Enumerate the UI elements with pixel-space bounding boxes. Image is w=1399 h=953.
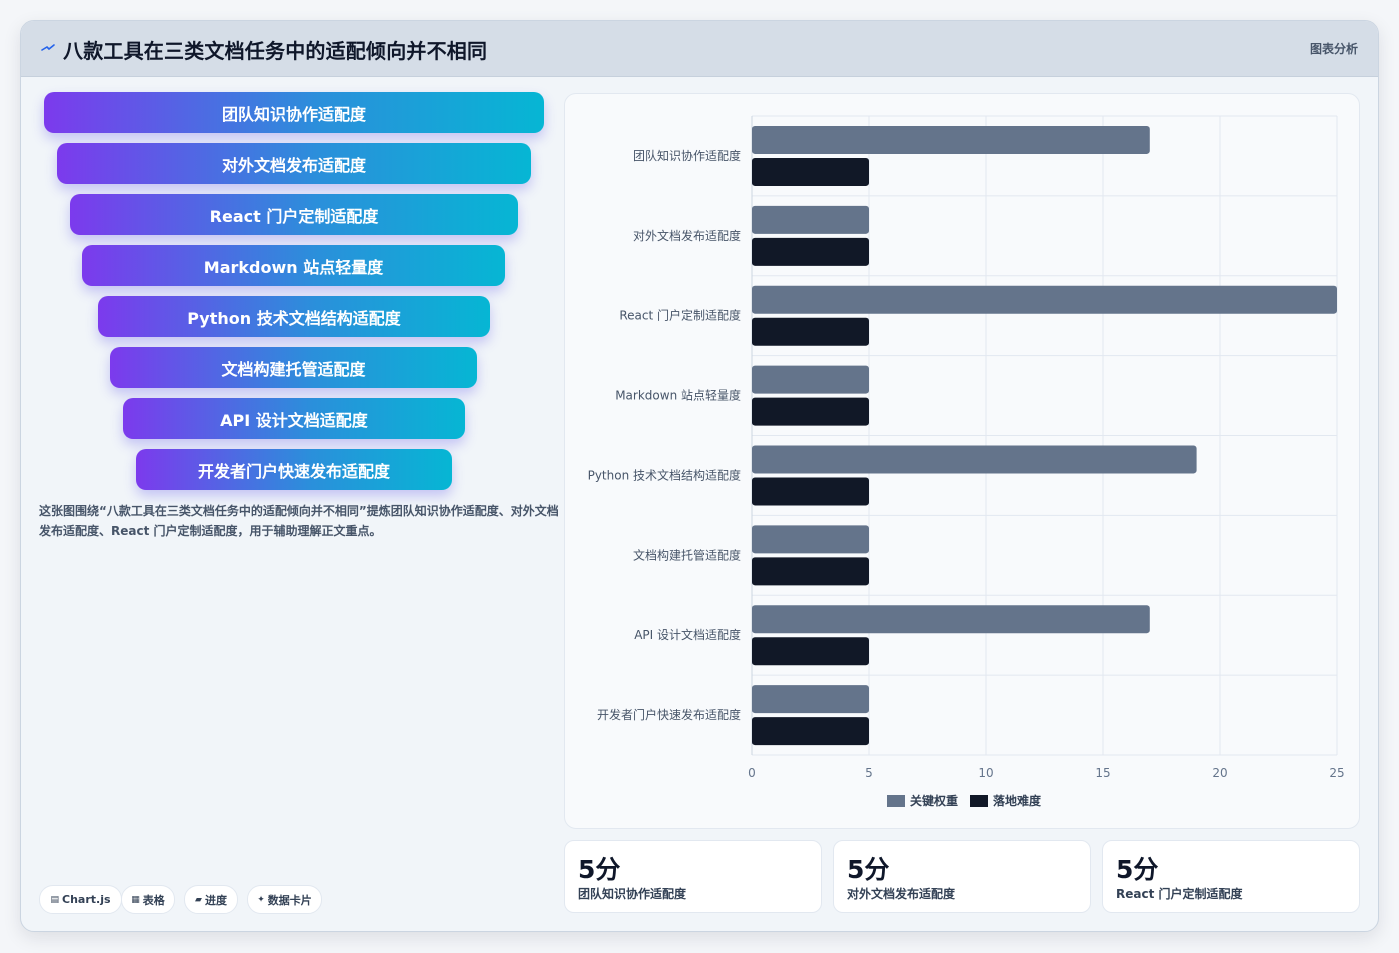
chip-label: 表格 bbox=[142, 893, 165, 907]
funnel-item: React 门户定制适配度 bbox=[70, 194, 518, 235]
legend-label: 关键权重 bbox=[910, 793, 958, 808]
bar-key-weight bbox=[752, 525, 869, 554]
table-icon: ▦ bbox=[131, 894, 140, 905]
bar-difficulty bbox=[752, 557, 869, 586]
bar-difficulty bbox=[752, 477, 869, 506]
category-label: 对外文档发布适配度 bbox=[633, 228, 741, 243]
x-tick-label: 5 bbox=[865, 766, 873, 780]
chip-label: 数据卡片 bbox=[267, 893, 312, 907]
header-bar: 八款工具在三类文档任务中的适配倾向并不相同 图表分析 bbox=[21, 21, 1378, 77]
bar-key-weight bbox=[752, 205, 869, 234]
category-label: React 门户定制适配度 bbox=[619, 308, 741, 323]
stat-label: 团队知识协作适配度 bbox=[578, 887, 687, 901]
legend-label: 落地难度 bbox=[993, 793, 1042, 808]
stat-value: 5分 bbox=[578, 855, 621, 884]
stat-card: 5分 对外文档发布适配度 bbox=[833, 840, 1091, 913]
bar-key-weight bbox=[752, 605, 1150, 634]
chip-table[interactable]: ▦ 表格 bbox=[121, 885, 175, 914]
funnel-item: 开发者门户快速发布适配度 bbox=[136, 449, 452, 490]
bar-difficulty bbox=[752, 397, 869, 426]
bar-difficulty bbox=[752, 237, 869, 266]
report-card: 八款工具在三类文档任务中的适配倾向并不相同 图表分析 团队知识协作适配度 对外文… bbox=[20, 20, 1379, 932]
stat-card: 5分 团队知识协作适配度 bbox=[564, 840, 822, 913]
bar-difficulty bbox=[752, 637, 869, 666]
bar-difficulty bbox=[752, 717, 869, 746]
x-tick-label: 0 bbox=[748, 766, 756, 780]
bar-difficulty bbox=[752, 317, 869, 346]
funnel-item: 团队知识协作适配度 bbox=[44, 92, 544, 133]
bar-key-weight bbox=[752, 365, 869, 394]
legend-swatch bbox=[887, 795, 905, 807]
funnel-item: API 设计文档适配度 bbox=[123, 398, 465, 439]
bar-key-weight bbox=[752, 285, 1337, 314]
category-label: Markdown 站点轻量度 bbox=[615, 388, 741, 403]
stat-card: 5分 React 门户定制适配度 bbox=[1102, 840, 1360, 913]
bar-difficulty bbox=[752, 157, 869, 186]
stat-value: 5分 bbox=[847, 855, 890, 884]
chart-panel: 0 5 10 15 20 25 团队知识协作适配度 对外文档发布适配度 React 门户定制适配… bbox=[564, 93, 1360, 829]
category-label: 开发者门户快速发布适配度 bbox=[597, 707, 741, 722]
funnel-item: 文档构建托管适配度 bbox=[110, 347, 477, 388]
category-label: Python 技术文档结构适配度 bbox=[588, 467, 741, 482]
funnel-item: Markdown 站点轻量度 bbox=[82, 245, 505, 286]
chip-chartjs[interactable]: ▤ Chart.js bbox=[39, 885, 122, 914]
bar-key-weight bbox=[752, 125, 1150, 154]
stat-label: 对外文档发布适配度 bbox=[847, 887, 956, 901]
x-tick-label: 20 bbox=[1212, 766, 1227, 780]
stat-value: 5分 bbox=[1116, 855, 1159, 884]
legend-swatch bbox=[970, 795, 988, 807]
stat-label: React 门户定制适配度 bbox=[1116, 887, 1243, 901]
chip-label: Chart.js bbox=[62, 893, 111, 906]
funnel-item: Python 技术文档结构适配度 bbox=[98, 296, 490, 337]
chip-label: 进度 bbox=[204, 893, 227, 907]
x-tick-label: 15 bbox=[1095, 766, 1110, 780]
chip-data-card[interactable]: ✦ 数据卡片 bbox=[247, 885, 322, 914]
category-label: 文档构建托管适配度 bbox=[633, 547, 741, 562]
x-tick-label: 25 bbox=[1329, 766, 1344, 780]
bar-key-weight bbox=[752, 445, 1197, 474]
sparkle-icon: ✦ bbox=[257, 894, 265, 905]
x-tick-label: 10 bbox=[978, 766, 993, 780]
chip-progress[interactable]: ▰ 进度 bbox=[184, 885, 238, 914]
category-label: API 设计文档适配度 bbox=[634, 627, 741, 642]
bar-key-weight bbox=[752, 685, 869, 714]
category-label: 团队知识协作适配度 bbox=[633, 148, 741, 163]
chart-icon: ▤ bbox=[50, 894, 59, 905]
funnel-item: 对外文档发布适配度 bbox=[57, 143, 531, 184]
progress-icon: ▰ bbox=[195, 894, 202, 905]
chart-analysis-tag: 图表分析 bbox=[1309, 42, 1358, 56]
trend-icon bbox=[41, 44, 55, 51]
page-title: 八款工具在三类文档任务中的适配倾向并不相同 bbox=[63, 39, 488, 63]
chart-description: 这张图围绕“八款工具在三类文档任务中的适配倾向并不相同”提炼团队知识协作适配度、… bbox=[39, 504, 559, 538]
